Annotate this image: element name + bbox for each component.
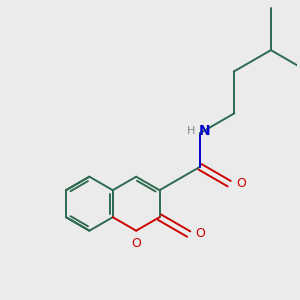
Text: O: O: [195, 227, 205, 240]
Text: H: H: [187, 126, 196, 136]
Text: O: O: [131, 237, 141, 250]
Text: O: O: [236, 177, 246, 190]
Text: N: N: [198, 124, 210, 138]
